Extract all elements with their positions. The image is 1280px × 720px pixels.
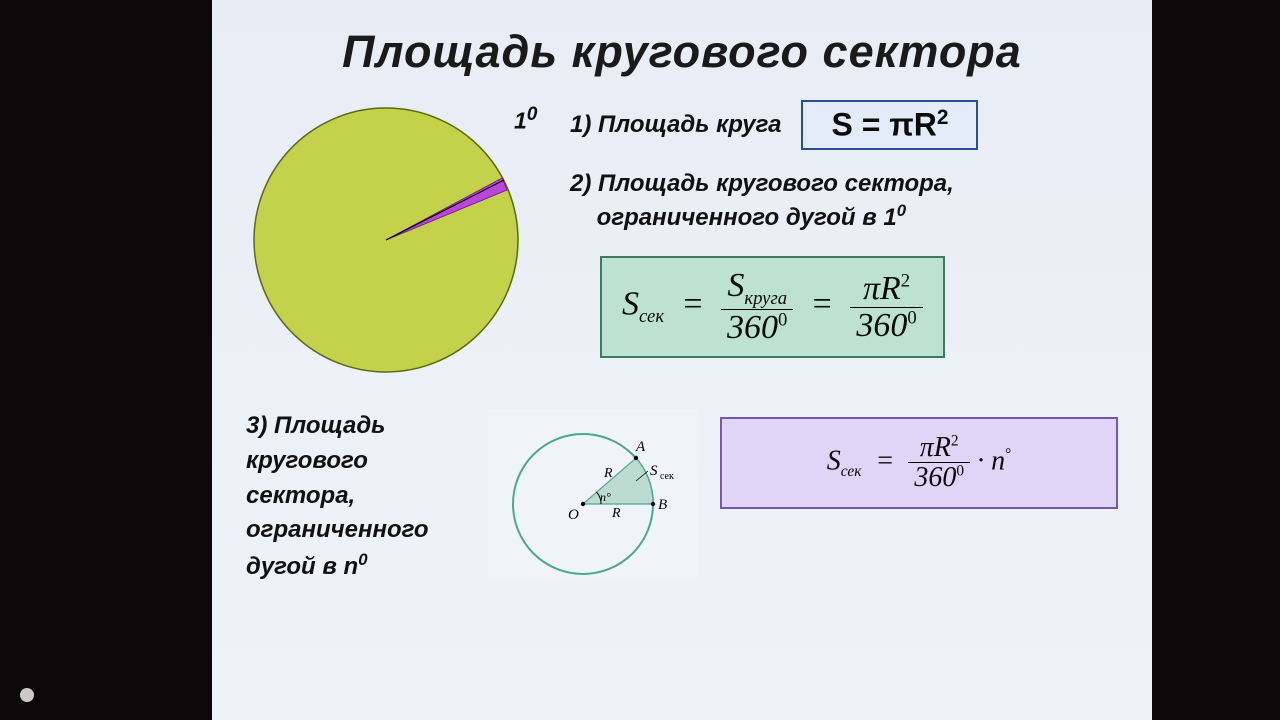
svg-text:R: R <box>611 506 621 521</box>
row-2: 3) Площадь кругового сектора, ограниченн… <box>246 409 1118 585</box>
svg-text:сек: сек <box>660 471 674 482</box>
slide-title: Площадь кругового сектора <box>246 26 1118 78</box>
svg-text:O: O <box>568 507 579 523</box>
one-degree-label: 10 <box>514 104 537 135</box>
step-1: 1) Площадь круга S = πR2 <box>570 100 1118 150</box>
svg-text:R: R <box>603 466 613 481</box>
svg-text:n°: n° <box>600 490 611 504</box>
formula-sector-1deg: Sсек = Sкруга 3600 = πR2 3600 <box>600 256 945 357</box>
step-3-text: 3) Площадь кругового сектора, ограниченн… <box>246 409 466 585</box>
sector-diagram: O A B R R n° S сек <box>488 409 698 579</box>
step-1-label: 1) Площадь круга <box>570 109 781 141</box>
formula-area-circle: S = πR2 <box>801 100 978 150</box>
row-1: 10 1) Площадь круга S = πR2 2) Площадь к… <box>246 100 1118 385</box>
step-2-text: 2) Площадь кругового сектора, ограниченн… <box>570 168 1118 235</box>
circle-diagram: 10 <box>246 100 546 385</box>
svg-text:A: A <box>635 439 646 455</box>
svg-text:B: B <box>658 497 667 513</box>
formula-sector-ndeg: Sсек = πR2 3600 · n° <box>720 417 1118 509</box>
svg-text:S: S <box>650 463 658 479</box>
slide: Площадь кругового сектора 10 1) Площадь … <box>212 0 1152 720</box>
indicator-dot <box>20 688 34 702</box>
right-column: 1) Площадь круга S = πR2 2) Площадь круг… <box>570 100 1118 358</box>
